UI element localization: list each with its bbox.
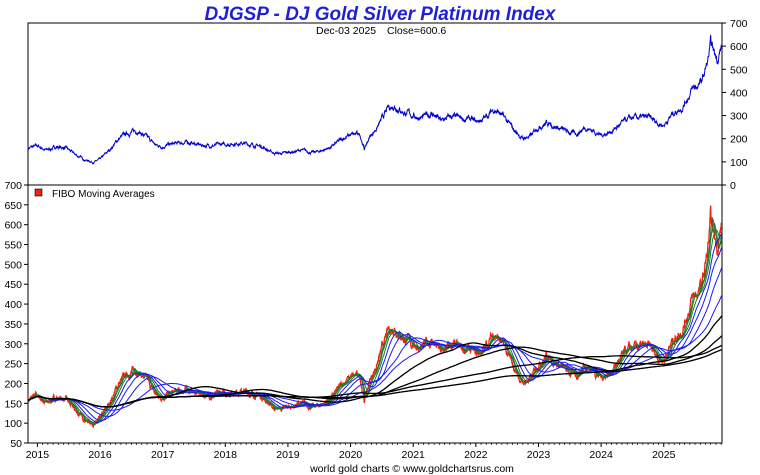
top-y-tick-label: 0 xyxy=(730,180,736,192)
bottom-y-tick-label: 150 xyxy=(4,398,22,410)
chart-date: Dec-03 2025 xyxy=(316,25,376,37)
top-y-tick-label: 600 xyxy=(730,41,748,53)
top-y-tick-label: 200 xyxy=(730,134,748,146)
top-y-tick-label: 300 xyxy=(730,111,748,123)
bottom-y-tick-label: 550 xyxy=(4,240,22,252)
chart-title: DJGSP - DJ Gold Silver Platinum Index xyxy=(205,4,557,25)
top-y-tick-label: 100 xyxy=(730,157,748,169)
bottom-y-tick-label: 200 xyxy=(4,378,22,390)
bottom-y-tick-label: 400 xyxy=(4,299,22,311)
bottom-y-tick-label: 450 xyxy=(4,279,22,291)
x-tick-label: 2025 xyxy=(652,449,676,461)
bottom-y-axis: 50 100 150 200 250 300 350 400 450 500 550 600 650 70… xyxy=(4,180,28,450)
x-tick-label: 2018 xyxy=(214,449,238,461)
bottom-y-tick-label: 50 xyxy=(10,438,22,450)
x-tick-label: 2016 xyxy=(88,449,112,461)
bottom-panel-frame xyxy=(27,184,723,444)
x-tick-label: 2019 xyxy=(276,449,300,461)
bottom-y-tick-label: 250 xyxy=(4,359,22,371)
chart-footer: world gold charts © www.goldchartsrus.co… xyxy=(309,463,514,475)
bottom-y-tick-label: 300 xyxy=(4,339,22,351)
bottom-y-tick-label: 600 xyxy=(4,220,22,232)
x-tick-label: 2021 xyxy=(402,449,426,461)
x-tick-label: 2024 xyxy=(589,449,613,461)
fibo-ma-89 xyxy=(28,294,722,411)
x-tick-label: 2017 xyxy=(151,449,175,461)
x-tick-label: 2015 xyxy=(26,449,50,461)
fibo-group xyxy=(28,205,722,429)
x-axis: 2015 2016 2017 2018 2019 2020 2021 2022 2023 2024… xyxy=(26,443,722,461)
bottom-y-tick-label: 700 xyxy=(4,180,22,192)
top-y-axis: 0 100 200 300 400 500 600 700 xyxy=(722,18,748,192)
bottom-y-tick-label: 650 xyxy=(4,200,22,212)
chart-close: Close=600.6 xyxy=(387,25,446,37)
x-tick-label: 2023 xyxy=(527,449,551,461)
legend-swatch xyxy=(34,188,43,197)
bottom-y-tick-label: 100 xyxy=(4,418,22,430)
fibo-ma-610 xyxy=(28,348,722,408)
bottom-y-tick-label: 350 xyxy=(4,319,22,331)
top-y-tick-label: 500 xyxy=(730,64,748,76)
top-y-tick-label: 400 xyxy=(730,87,748,99)
top-price-plot xyxy=(27,34,723,165)
price-series-line xyxy=(27,34,723,165)
legend-label: FIBO Moving Averages xyxy=(52,189,155,200)
fibo-ma-21 xyxy=(28,233,722,423)
bottom-y-tick-label: 500 xyxy=(4,259,22,271)
bottom-fibo-plot xyxy=(28,205,722,429)
fibo-ma-13 xyxy=(28,229,722,424)
x-tick-label: 2020 xyxy=(339,449,363,461)
fibo-ma-55 xyxy=(28,266,722,418)
top-y-tick-label: 700 xyxy=(730,18,748,30)
x-tick-label: 2022 xyxy=(464,449,488,461)
